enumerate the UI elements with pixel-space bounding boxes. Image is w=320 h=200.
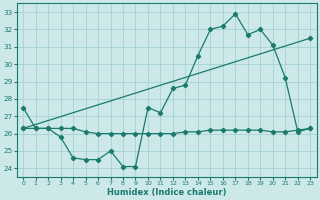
X-axis label: Humidex (Indice chaleur): Humidex (Indice chaleur) xyxy=(107,188,227,197)
